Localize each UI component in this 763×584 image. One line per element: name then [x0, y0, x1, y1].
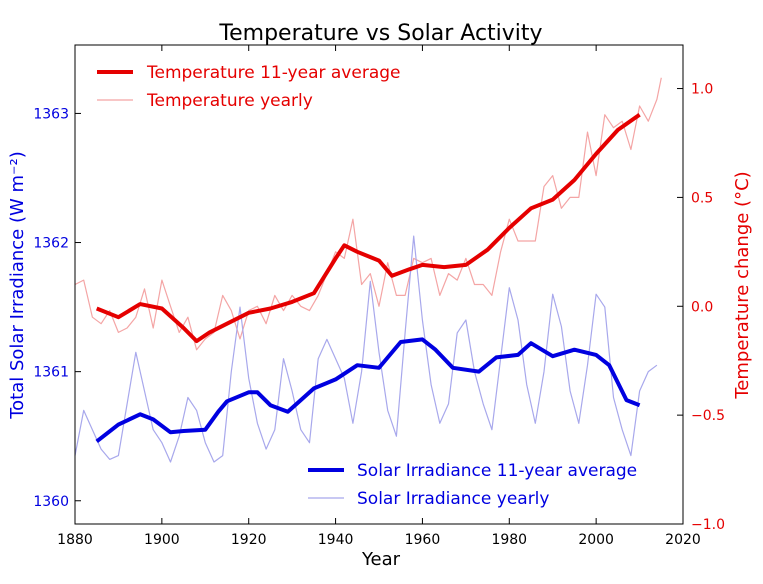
x-tick-label: 1880	[57, 532, 93, 548]
y-left-tick-label: 1363	[33, 106, 69, 122]
x-tick-label: 2020	[665, 532, 701, 548]
plot-frame	[74, 44, 684, 525]
x-tick-label: 1940	[318, 532, 354, 548]
y-right-tick-label: −0.5	[691, 408, 725, 424]
y-left-tick-label: 1361	[33, 365, 69, 381]
legend-solar: Solar Irradiance 11-year average Solar I…	[308, 461, 637, 509]
y-left-tick-label: 1360	[33, 494, 69, 510]
solar-yearly-line	[74, 235, 658, 463]
x-tick-label: 1960	[405, 532, 441, 548]
y-right-tick-label: −1.0	[691, 517, 725, 533]
x-tick-label: 1980	[491, 532, 527, 548]
legend-temperature: Temperature 11-year average Temperature …	[97, 63, 400, 111]
y-axis-right-label: Temperature change (°C)	[732, 171, 753, 399]
temperature-yearly-line	[74, 77, 662, 351]
legend-label-temperature-average: Temperature 11-year average	[146, 63, 400, 83]
y-right-tick-label: 0.0	[691, 299, 713, 315]
legend-label-temperature-yearly: Temperature yearly	[146, 91, 313, 111]
y-right-tick-label: 0.5	[691, 190, 713, 206]
chart-title: Temperature vs Solar Activity	[218, 21, 542, 46]
x-axis-label: Year	[361, 549, 401, 570]
legend-label-solar-yearly: Solar Irradiance yearly	[357, 489, 549, 509]
x-tick-label: 1900	[144, 532, 180, 548]
temperature-average-line	[95, 113, 641, 344]
legend-label-solar-average: Solar Irradiance 11-year average	[357, 461, 637, 481]
y-left-tick-label: 1362	[33, 236, 69, 252]
y-axis-left-label: Total Solar Irradiance (W m⁻²)	[7, 151, 28, 420]
y-right-tick-label: 1.0	[691, 82, 713, 98]
x-tick-label: 2000	[578, 532, 614, 548]
x-tick-label: 1920	[231, 532, 267, 548]
solar-average-line	[95, 337, 641, 443]
